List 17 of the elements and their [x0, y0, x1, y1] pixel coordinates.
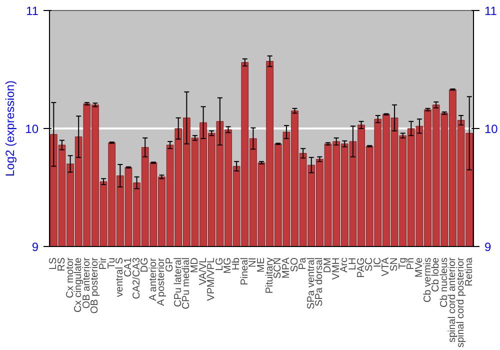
y-tick-label: 11	[26, 4, 39, 18]
x-tick-label: OB posterior	[90, 256, 101, 314]
x-tick-label: ME	[256, 257, 267, 272]
x-tick-label: RS	[56, 257, 68, 272]
x-tick-label: Tg	[397, 258, 408, 270]
x-tick-label: A posterior	[156, 257, 168, 306]
x-tick-label: Pituitary	[264, 258, 276, 294]
y-axis-title: Log2 (expression)	[3, 80, 18, 177]
x-tick-label: CA1	[122, 257, 134, 277]
y2-tick-label: 11	[484, 4, 498, 18]
x-tick-label: MVe	[414, 257, 425, 278]
y2-tick-label: 9	[484, 240, 492, 254]
y-tick-label: 9	[32, 240, 39, 254]
x-tick-label: LH	[347, 257, 358, 270]
y-tick-label: 10	[25, 122, 39, 136]
y2-tick-label: 10	[484, 122, 498, 136]
x-tick-label: MPA	[280, 257, 292, 278]
